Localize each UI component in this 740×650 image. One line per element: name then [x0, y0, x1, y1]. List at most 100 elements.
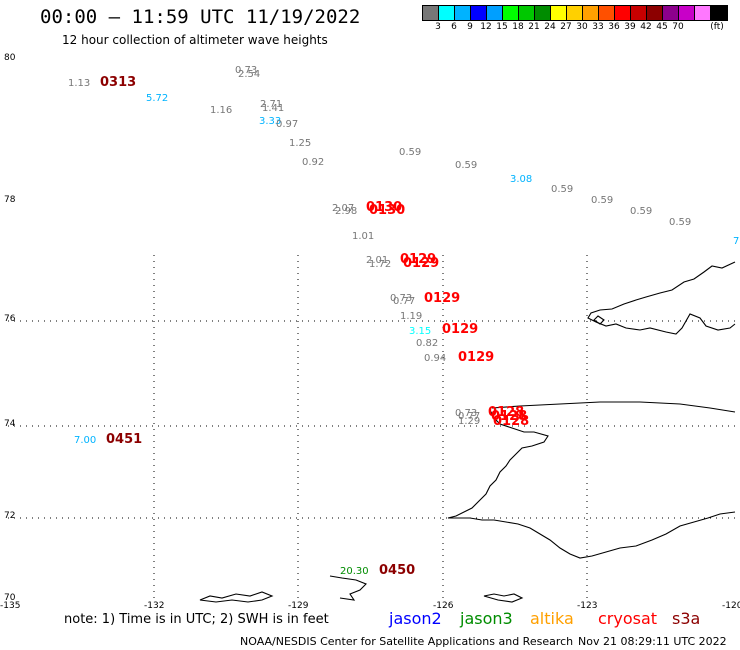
color-swatch — [567, 6, 583, 20]
color-swatch — [695, 6, 711, 20]
coastline-mainland — [447, 409, 736, 559]
wave-height-label: 2.54 — [238, 69, 260, 80]
wave-height-label: 5.72 — [146, 93, 168, 104]
wave-height-label: 3.33 — [259, 116, 281, 127]
satellite-legend-item: s3a — [672, 609, 701, 628]
satellite-legend-item: altika — [530, 609, 574, 628]
color-swatch — [615, 6, 631, 20]
color-swatch — [679, 6, 695, 20]
color-scale-labels: 3 6 9 12 15 18 21 24 27 30 33 36 39 42 45 70 (ft) — [422, 22, 732, 34]
pass-time-label: 0129 — [424, 291, 460, 306]
wave-height-label: 0.94 — [424, 353, 446, 364]
wave-height-label: 0.82 — [416, 338, 438, 349]
color-swatch — [519, 6, 535, 20]
color-scale-label: 9 — [467, 22, 473, 32]
wave-height-label: 0.73 — [235, 65, 257, 76]
credit-line: NOAA/NESDIS Center for Satellite Applica… — [240, 635, 574, 648]
wave-height-label: 3.08 — [510, 174, 532, 185]
color-swatch — [439, 6, 455, 20]
pass-time-label: 0128 — [493, 414, 529, 429]
wave-height-label: 0.73 — [455, 408, 477, 419]
lon-label-132: -132 — [144, 601, 164, 611]
color-scale-label: 27 — [560, 22, 572, 32]
lon-label-123: -123 — [577, 601, 597, 611]
color-swatch — [663, 6, 679, 20]
color-scale-label: 15 — [496, 22, 508, 32]
coastline-island-2 — [329, 575, 367, 601]
lon-label-129: -129 — [288, 601, 309, 611]
color-scale-label: 36 — [608, 22, 620, 32]
lat-label-76: 76 — [4, 314, 16, 324]
wave-height-label: 0.92 — [302, 157, 324, 168]
lon-label-126: -126 — [433, 601, 454, 611]
wave-height-label: 1.41 — [262, 103, 284, 114]
timestamp: Nov 21 08:29:11 UTC 2022 — [578, 635, 727, 648]
pass-time-label: 0451 — [106, 432, 142, 447]
color-scale-label: 24 — [544, 22, 556, 32]
pass-time-label: 0128 — [488, 405, 524, 420]
lat-label-72: 72 — [4, 511, 15, 521]
wave-height-label: 20.30 — [340, 566, 369, 577]
wave-height-label: 1.13 — [68, 78, 90, 89]
color-scale-label: (ft) — [710, 22, 724, 32]
color-swatch — [471, 6, 487, 20]
pass-time-label: 0313 — [100, 75, 136, 90]
color-scale-bar — [422, 5, 728, 21]
wave-height-label: 0.59 — [551, 184, 573, 195]
wave-height-label: 2.98 — [335, 206, 357, 217]
pass-time-label: 0450 — [379, 563, 415, 578]
pass-time-label: 0129 — [403, 256, 439, 271]
coastline-island-1 — [199, 591, 274, 603]
color-swatch — [711, 6, 727, 20]
satellite-legend-item: jason3 — [460, 609, 513, 628]
color-scale-label: 21 — [528, 22, 540, 32]
color-scale-label: 45 — [656, 22, 668, 32]
color-scale-label: 30 — [576, 22, 588, 32]
graticule — [8, 255, 735, 600]
satellite-legend-item: cryosat — [598, 609, 658, 628]
wave-height-label: 0.77 — [393, 296, 415, 307]
coastline-small-bay — [593, 315, 605, 325]
color-scale-label: 70 — [672, 22, 684, 32]
wave-height-label: 2.01 — [366, 255, 388, 266]
color-swatch — [647, 6, 663, 20]
color-scale-label: 39 — [624, 22, 636, 32]
satellite-legend-item: jason2 — [389, 609, 442, 628]
axis-labels: 80 78 76 74 72 70 -135 -132 -129 -126 -1… — [0, 53, 740, 611]
color-swatch — [503, 6, 519, 20]
color-scale-label: 12 — [480, 22, 492, 32]
wave-height-label: 1.16 — [210, 105, 232, 116]
color-swatch — [631, 6, 647, 20]
wave-height-label: 0.97 — [276, 119, 298, 130]
wave-height-label: 1.25 — [289, 138, 311, 149]
color-swatch — [455, 6, 471, 20]
color-scale-label: 42 — [640, 22, 652, 32]
wave-height-label: 2.07 — [332, 203, 354, 214]
lon-label-135: -135 — [0, 601, 20, 611]
wave-height-label: 1.19 — [400, 311, 422, 322]
color-scale-label: 18 — [512, 22, 524, 32]
coastline-banks-island-south — [491, 401, 736, 413]
wave-height-label: 0.59 — [455, 160, 477, 171]
coastline-banks-island-north — [587, 261, 736, 335]
lon-label-120: -120 — [722, 601, 740, 611]
lat-label-74: 74 — [4, 419, 16, 429]
color-swatch — [535, 6, 551, 20]
wave-height-label: 1.29 — [458, 416, 480, 427]
color-swatch — [551, 6, 567, 20]
wave-height-label: 0.59 — [669, 217, 691, 228]
pass-time-label: 0130 — [369, 203, 405, 218]
pass-time-label: 0128 — [491, 409, 527, 424]
observation-labels: 1.13 03135.720.732.541.162.711.413.330.97… — [68, 65, 739, 578]
coastline-island-3 — [483, 593, 524, 603]
color-scale-label: 3 — [435, 22, 441, 32]
coastline — [199, 261, 736, 603]
pass-time-label: 0129 — [442, 322, 478, 337]
color-swatch — [423, 6, 439, 20]
color-swatch — [583, 6, 599, 20]
wave-height-label: 0.59 — [630, 206, 652, 217]
map-title: 00:00 — 11:59 UTC 11/19/2022 — [40, 6, 361, 28]
wave-height-label: 7 — [733, 236, 739, 247]
pass-time-label: 0129 — [458, 350, 494, 365]
